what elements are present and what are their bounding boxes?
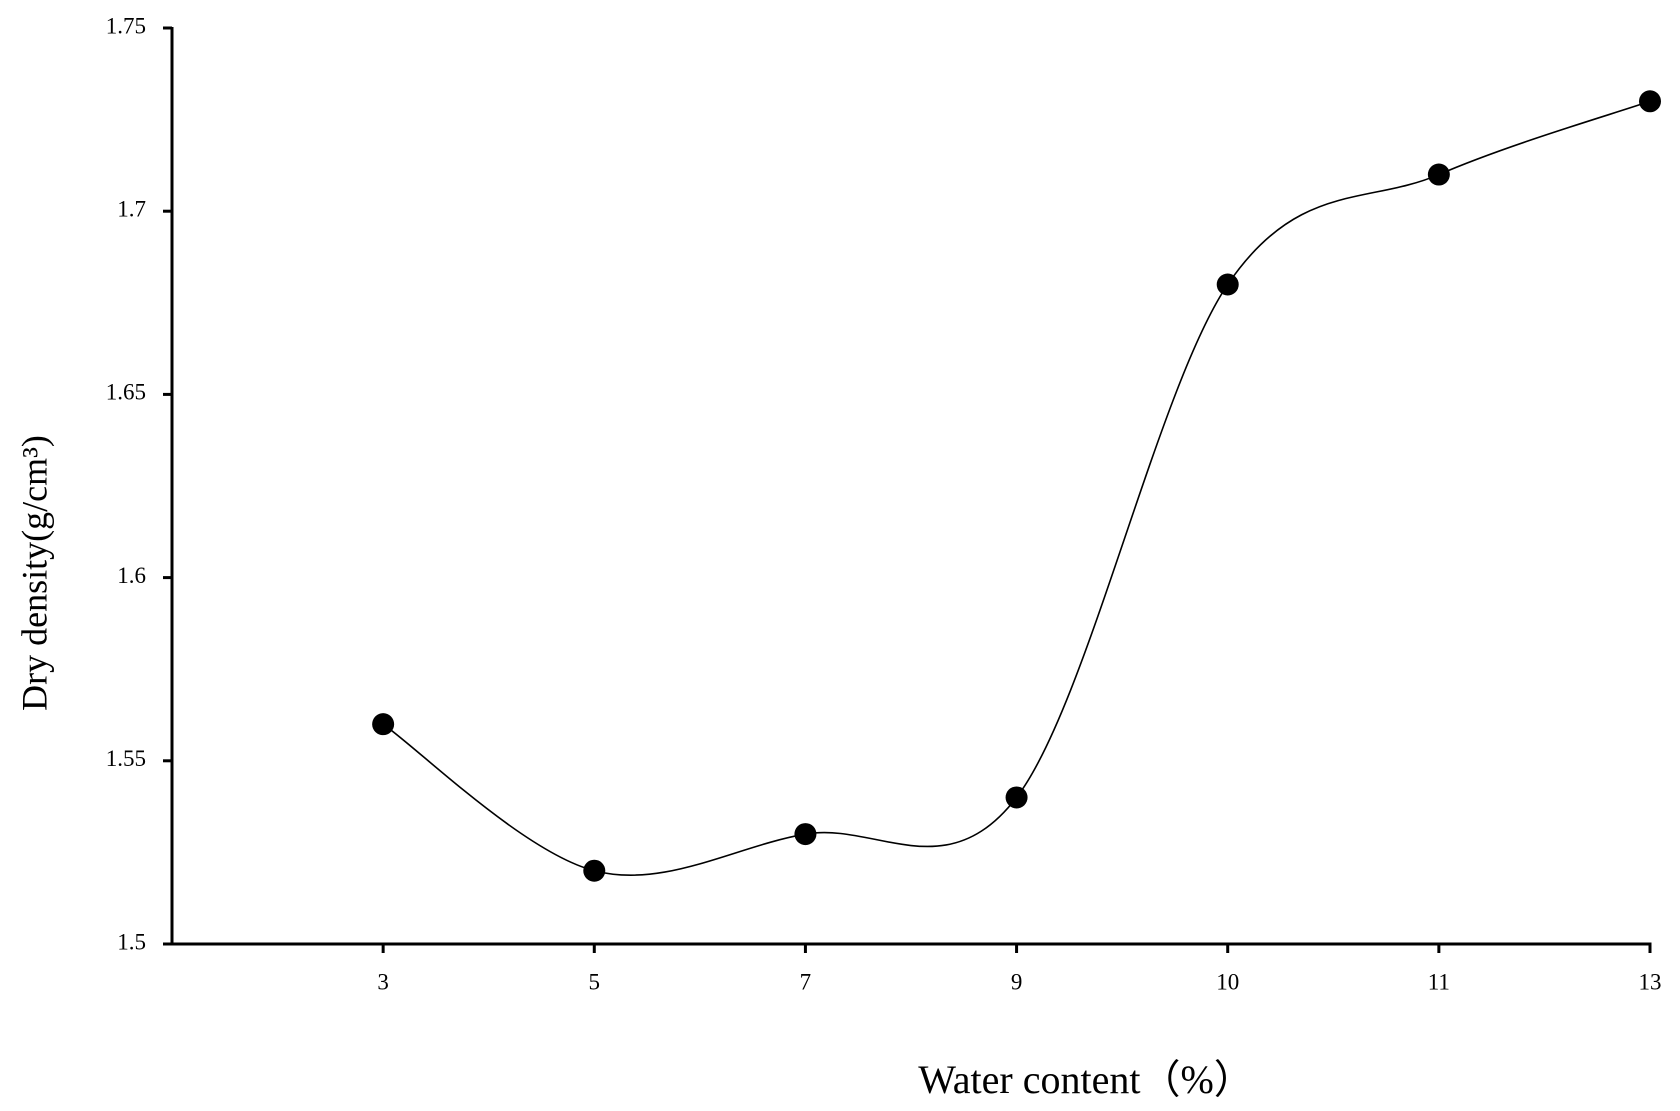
y-tick-label: 1.6 [117,563,146,588]
x-tick-label: 9 [1011,969,1023,994]
data-point [794,823,817,846]
x-tick-label: 13 [1639,969,1662,994]
x-tick-label: 7 [800,969,812,994]
y-tick-label: 1.55 [106,746,146,771]
y-axis-label: Dry density(g/cm³) [14,435,54,711]
x-tick-label: 11 [1428,969,1450,994]
data-point [1427,163,1450,186]
y-tick-label: 1.65 [106,380,146,405]
data-point [1216,273,1239,296]
x-axis-label: Water content（%） [918,1057,1254,1102]
data-point [583,859,606,882]
y-tick-label: 1.75 [106,13,146,38]
data-point [1005,786,1028,809]
x-tick-label: 5 [589,969,601,994]
y-tick-label: 1.7 [117,196,146,221]
data-point [1639,90,1661,113]
data-line [382,100,1651,876]
x-tick-label: 10 [1216,969,1239,994]
y-tick-label: 1.5 [117,929,146,954]
data-point [372,713,395,736]
x-tick-label: 3 [377,969,389,994]
